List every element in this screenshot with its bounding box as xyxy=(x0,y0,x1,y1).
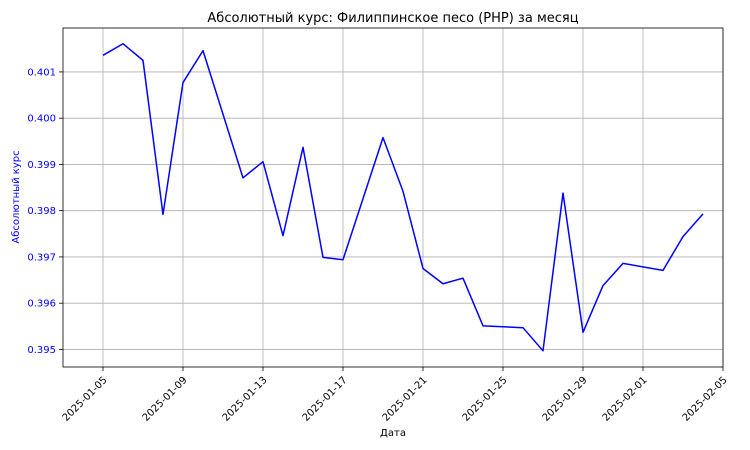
y-tick-label: 0.398 xyxy=(27,206,56,217)
y-tick-label: 0.396 xyxy=(27,299,56,310)
y-tick-label: 0.400 xyxy=(27,114,56,125)
series-group xyxy=(102,42,704,352)
series-line xyxy=(102,42,704,352)
plot-frame xyxy=(62,27,724,368)
y-axis-label: Абсолютный курс xyxy=(11,150,22,243)
y-tick-label: 0.399 xyxy=(27,160,56,171)
x-axis-label: Дата xyxy=(380,428,406,439)
y-tick-label: 0.397 xyxy=(27,252,56,263)
y-tick-label: 0.401 xyxy=(27,67,56,78)
y-tick-label: 0.395 xyxy=(27,345,56,356)
chart-title: Абсолютный курс: Филиппинское песо (PHP)… xyxy=(207,11,578,26)
